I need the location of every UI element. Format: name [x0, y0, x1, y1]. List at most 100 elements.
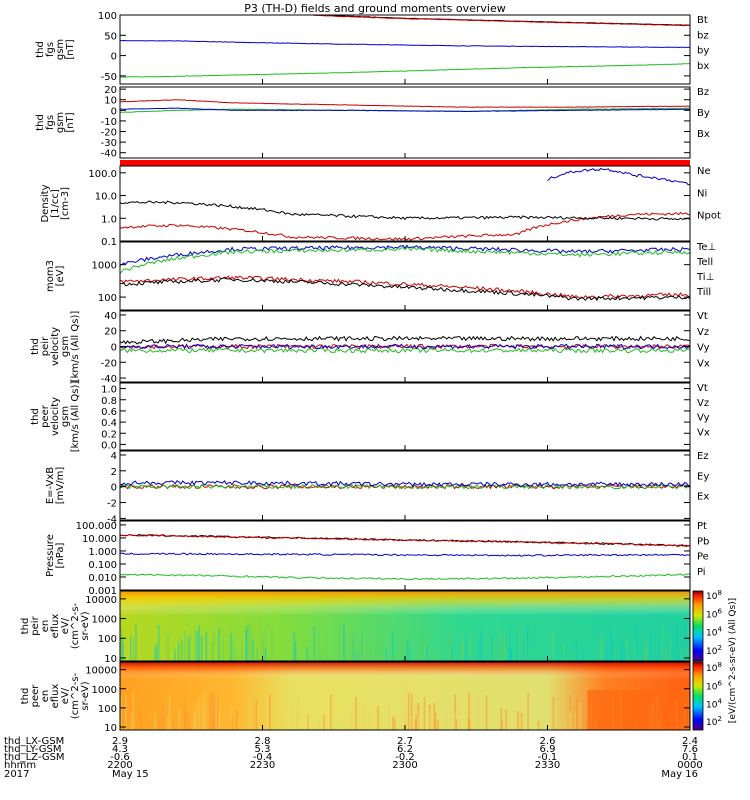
y-tick-label: 100 — [98, 11, 117, 22]
spectrogram-stripe — [154, 648, 156, 661]
spectrogram-stripe — [454, 693, 456, 730]
spectrogram-stripe — [524, 636, 527, 661]
spectrogram-stripe — [157, 624, 160, 661]
y-axis-label: gsm — [55, 112, 66, 133]
colorbar-tick-exponent: 4 — [717, 626, 722, 634]
spectrogram-stripe — [218, 708, 220, 730]
spectrogram-stripe — [188, 714, 190, 730]
spectrogram-stripe — [450, 638, 452, 661]
y-axis-label: peir — [30, 615, 41, 635]
spectrogram-stripe — [193, 714, 195, 730]
spectrogram-stripe — [462, 632, 464, 661]
spectrogram-stripe — [132, 637, 135, 661]
spectrogram-stripe — [658, 639, 661, 661]
spectrogram-stripe — [409, 649, 411, 661]
spectrogram-stripe — [230, 634, 232, 661]
spectrogram-stripe — [297, 698, 299, 730]
spectrogram-stripe — [121, 703, 123, 730]
y-axis-label: [cm-3] — [60, 187, 71, 220]
legend-Ez: Ez — [697, 451, 709, 462]
spectrogram-stripe — [620, 645, 623, 661]
legend-Vx: Vx — [697, 427, 710, 438]
spectrogram-stripe — [462, 639, 465, 661]
legend-Ti⊥: Ti⊥ — [696, 272, 714, 283]
x-tick-label: 0.1 — [682, 752, 698, 763]
spectrogram-stripe — [378, 711, 381, 730]
spectrogram-stripe — [477, 694, 479, 730]
spectrogram-stripe — [423, 638, 426, 661]
spectrogram-stripe — [684, 623, 686, 661]
spectrogram-stripe — [167, 716, 169, 730]
panel-frame — [119, 14, 691, 85]
spectrogram-stripe — [256, 649, 259, 661]
y-axis-label: eV/ — [60, 617, 71, 634]
y-tick-label: 1.0 — [101, 214, 117, 225]
y-axis-label: thd — [20, 618, 31, 635]
spectrogram-stripe — [670, 650, 673, 661]
y-tick-label: 0.0 — [101, 440, 117, 451]
spectrogram-stripe — [520, 713, 523, 730]
panel-frame — [119, 86, 691, 159]
y-axis-label: Pressure — [45, 534, 56, 577]
y-axis-label: [km/s (All Qs)] — [70, 311, 81, 383]
spectrogram-stripe — [503, 630, 506, 661]
spectrogram-stripe — [419, 635, 421, 661]
spectrogram-stripe — [604, 650, 607, 661]
x-axis-row-label: hhmm — [4, 760, 36, 771]
spectrogram-stripe — [687, 634, 689, 661]
series-line-Ti⊥ — [119, 244, 691, 266]
y-tick-label: -2 — [107, 499, 117, 510]
x-tick-label: 4.3 — [112, 744, 128, 755]
y-axis-label: gsm — [60, 406, 71, 427]
spectrogram-stripe — [392, 716, 394, 730]
panel-5: thd peir velocity gsm [km/s (All Qs)] — [30, 310, 691, 383]
y-tick-label: 10 — [104, 654, 117, 665]
spectrogram-stripe — [407, 639, 409, 661]
spectrogram-stripe — [575, 695, 578, 730]
spectrogram-stripe — [296, 709, 298, 730]
y-tick-label: 100 — [98, 293, 117, 304]
y-axis-label: mom3 — [45, 260, 56, 292]
spectrogram-stripe — [381, 643, 384, 661]
legend-By: By — [697, 108, 710, 119]
spectrogram-stripe — [624, 650, 626, 661]
series-line-Pi — [119, 552, 691, 557]
legend-Bx: Bx — [697, 129, 710, 140]
series-line-Vt — [119, 335, 691, 345]
spectrogram-stripe — [343, 718, 345, 730]
spectrogram-stripe — [364, 699, 366, 730]
spectrogram-stripe — [480, 631, 482, 661]
y-axis-label: gsm — [60, 336, 71, 357]
spectrogram-stripe — [433, 650, 436, 661]
y-axis-label: [1/cc] — [50, 189, 61, 218]
y-tick-label: 100.0 — [88, 169, 117, 180]
legend-Bt: Bt — [697, 15, 708, 26]
spectrogram-stripe — [494, 640, 496, 661]
spectrogram-stripe — [646, 648, 648, 661]
spectrogram-stripe — [552, 629, 554, 661]
panel-1: thd fgs gsm [nT] — [35, 14, 691, 85]
y-tick-label: -10 — [101, 117, 117, 128]
spectrogram-stripe — [669, 637, 672, 661]
colorbar-tick-label: 106 — [706, 607, 722, 620]
series-line-Vx — [119, 343, 691, 350]
spectrogram-stripe — [551, 700, 553, 730]
colorbar-tick-exponent: 6 — [717, 679, 722, 687]
y-axis-label: Density — [40, 184, 51, 222]
panel-4: mom3 [eV] — [45, 241, 691, 311]
panel-frame — [119, 382, 691, 451]
y-tick-label: 1000 — [92, 261, 117, 272]
panel-7: E=-VxB [mV/m] — [45, 450, 691, 521]
x-axis-row-label: thd_LX-GSM — [4, 736, 64, 747]
spectrogram-stripe — [349, 717, 351, 730]
spectrogram-stripe — [130, 635, 132, 661]
spectrogram-stripe — [211, 642, 213, 661]
y-tick-label: 20 — [104, 85, 117, 96]
spectrogram-stripe — [676, 625, 678, 661]
x-tick-label: May 15 — [112, 769, 149, 780]
y-tick-label: -20 — [101, 358, 117, 369]
spectrogram-stripe — [369, 709, 371, 730]
plot-title: P3 (TH-D) fields and ground moments over… — [244, 2, 506, 15]
spectrogram-stripe — [259, 692, 261, 730]
spectrogram-stripe — [352, 631, 354, 661]
